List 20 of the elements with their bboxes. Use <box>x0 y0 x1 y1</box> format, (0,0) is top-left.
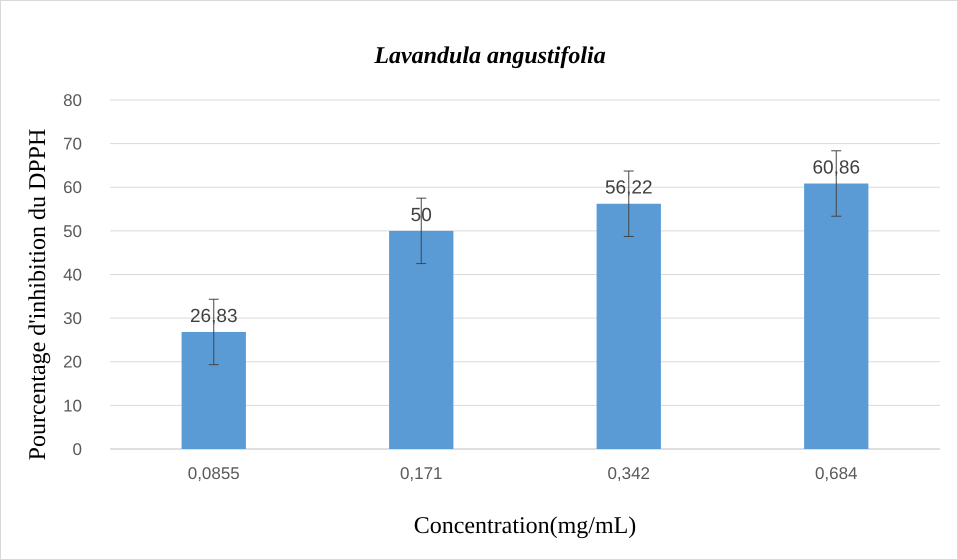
y-tick-label: 70 <box>63 134 82 154</box>
x-axis-title: Concentration(mg/mL) <box>414 513 636 539</box>
y-tick-label: 60 <box>63 178 82 198</box>
y-tick-label: 10 <box>63 396 82 416</box>
x-tick-label: 0,684 <box>814 464 858 483</box>
bar <box>389 230 454 449</box>
bar <box>182 332 246 449</box>
y-tick-label: 80 <box>63 90 82 110</box>
y-axis-title: Pourcentage d'inhibition du DPPH <box>25 128 51 460</box>
x-tick-label: 0,342 <box>607 464 650 483</box>
y-tick-label: 40 <box>63 265 82 284</box>
y-tick-label: 20 <box>63 352 82 372</box>
y-tick-label: 0 <box>72 440 82 459</box>
y-tick-label: 30 <box>63 309 82 328</box>
chart-title: Lavandula angustifolia <box>373 43 606 69</box>
x-tick-label: 0,171 <box>400 464 443 483</box>
x-tick-label: 0,0855 <box>188 464 240 483</box>
bar <box>804 184 868 449</box>
y-tick-label: 50 <box>63 222 82 241</box>
bar <box>596 204 661 449</box>
